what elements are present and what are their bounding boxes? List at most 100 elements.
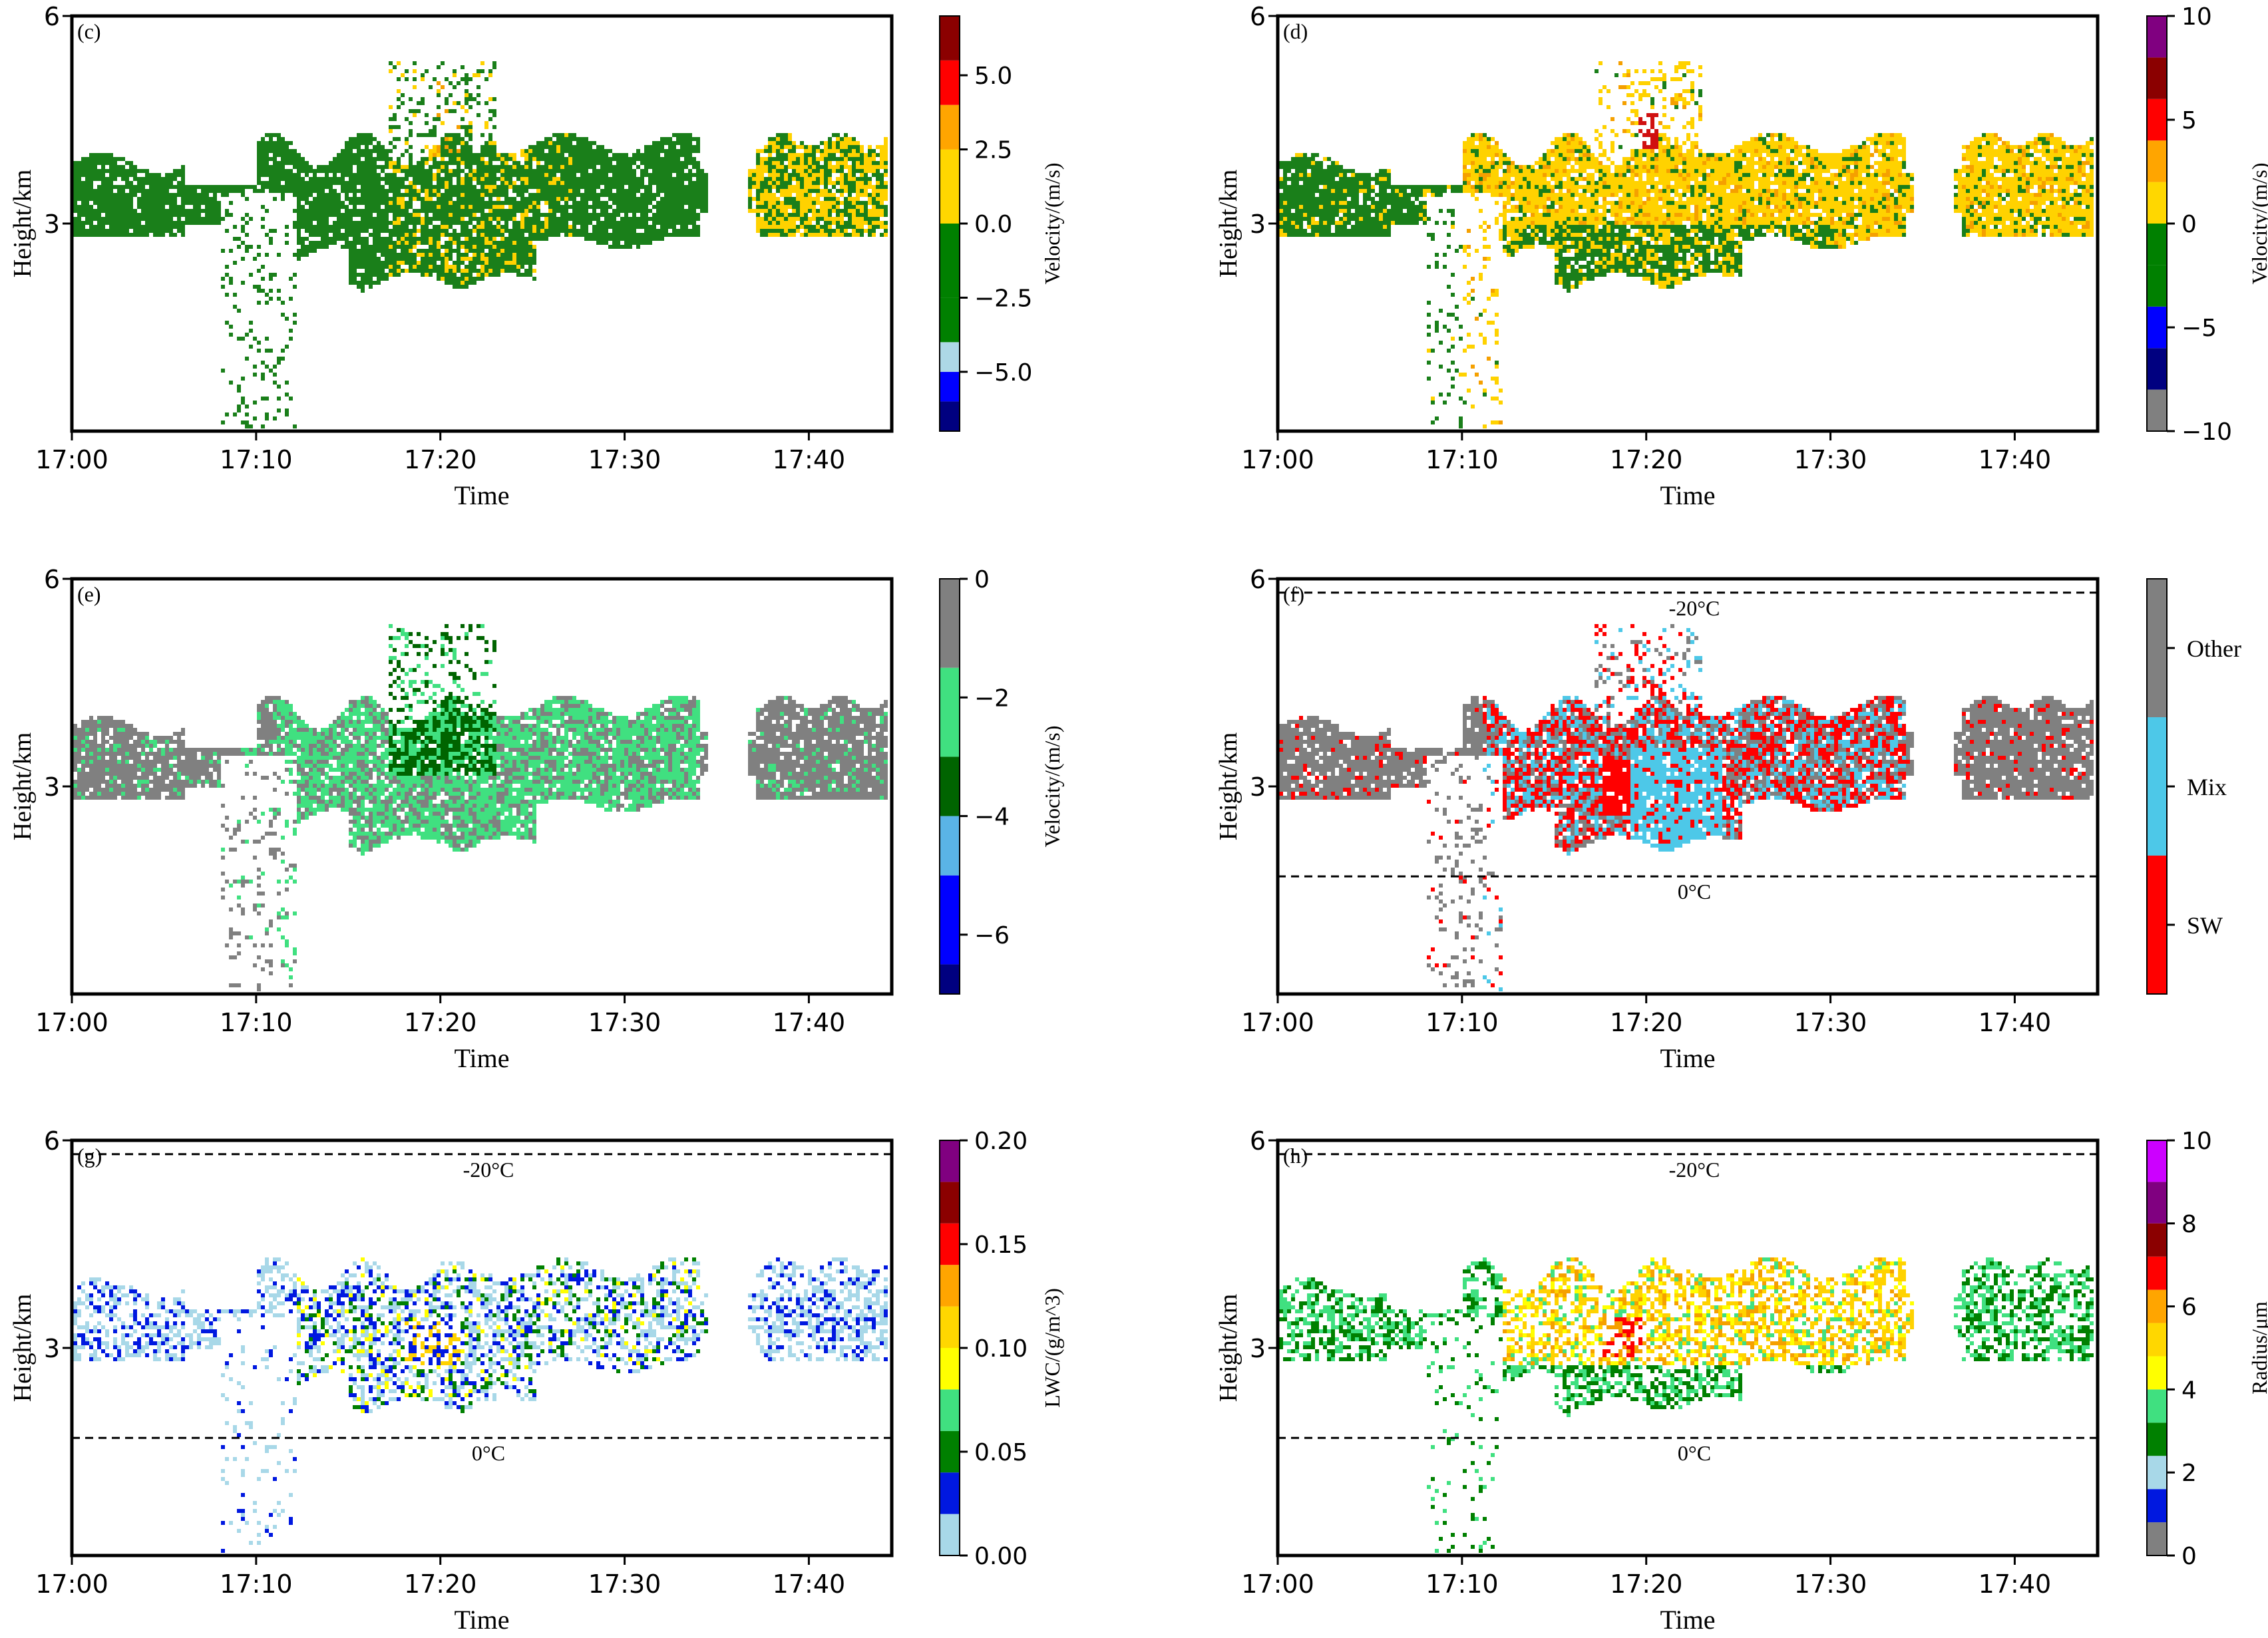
colorbar-tick-label: 5 bbox=[2181, 107, 2197, 134]
x-tick-label: 17:00 bbox=[35, 1569, 108, 1599]
colorbar-segment bbox=[940, 149, 960, 224]
colorbar: −5.0 −2.5 0.0 2.5 5.0 Velocity/(m/s) bbox=[939, 15, 1064, 432]
colorbar-tick-label: 0 bbox=[2181, 211, 2197, 238]
x-tick-label: 17:10 bbox=[1425, 1008, 1499, 1037]
colorbar-frame bbox=[939, 578, 960, 995]
colorbar: SW Mix Other bbox=[2146, 578, 2241, 995]
y-tick-label: 3 bbox=[44, 1334, 60, 1363]
colorbar-segment bbox=[940, 342, 960, 372]
panel-e: (e) 17:00 17:10 17:20 17:30 17:40 Time 3 6 Height… bbox=[9, 565, 1064, 1073]
colorbar-tick-label: 5.0 bbox=[974, 63, 1012, 90]
colorbar-segment bbox=[940, 1265, 960, 1307]
isotherm-label: 0°C bbox=[1678, 880, 1711, 903]
colorbar-segment bbox=[2147, 1522, 2167, 1556]
x-tick-label: 17:40 bbox=[1979, 445, 2052, 474]
colorbar-segment bbox=[940, 875, 960, 965]
x-tick-label: 17:30 bbox=[588, 1569, 662, 1599]
colorbar-tick-label: −5.0 bbox=[974, 359, 1032, 387]
y-axis-label: Height/km bbox=[1215, 733, 1242, 841]
panel-c: (c) 17:00 17:10 17:20 17:30 17:40 Time 3 6 Height… bbox=[9, 2, 1064, 510]
colorbar-frame bbox=[2146, 578, 2168, 995]
colorbar-segment bbox=[2147, 1422, 2167, 1456]
x-axis-label: Time bbox=[454, 1605, 509, 1635]
colorbar-tick-label: 2.5 bbox=[974, 137, 1012, 164]
colorbar-segment bbox=[940, 16, 960, 61]
colorbar-segment bbox=[2147, 306, 2167, 349]
x-tick-label: 17:20 bbox=[1610, 1569, 1683, 1599]
x-tick-label: 17:10 bbox=[1425, 1569, 1499, 1599]
isotherm-label: 0°C bbox=[472, 1441, 505, 1465]
x-tick-label: 17:30 bbox=[1794, 1569, 1867, 1599]
panel-label: (g) bbox=[77, 1144, 102, 1168]
colorbar-tick-label: −5 bbox=[2181, 315, 2217, 342]
colorbar-tick-label: 10 bbox=[2181, 1128, 2212, 1155]
colorbar-tick-label: 0.20 bbox=[974, 1128, 1028, 1155]
colorbar-segment bbox=[940, 1389, 960, 1431]
colorbar-segment bbox=[940, 816, 960, 876]
colorbar-segment bbox=[2147, 1456, 2167, 1490]
colorbar-tick-label: 2 bbox=[2181, 1460, 2197, 1487]
x-tick-label: 17:00 bbox=[1241, 445, 1314, 474]
x-tick-label: 17:00 bbox=[1241, 1569, 1314, 1599]
colorbar-segment bbox=[2147, 1140, 2167, 1182]
colorbar-tick-label: 6 bbox=[2181, 1294, 2197, 1321]
colorbar-segment bbox=[2147, 1389, 2167, 1423]
colorbar: 0 2 4 6 8 10 Radius/μm bbox=[2146, 1128, 2268, 1570]
colorbar-segment bbox=[940, 1472, 960, 1514]
colorbar-frame bbox=[939, 15, 960, 432]
colorbar-tick-label: −2 bbox=[974, 685, 1010, 712]
panel-h: -20°C 0°C (h) 17:00 17:10 17:20 17:30 17:40 Time… bbox=[1215, 1126, 2268, 1635]
x-tick-label: 17:40 bbox=[1979, 1008, 2052, 1037]
colorbar-segment bbox=[940, 297, 960, 343]
colorbar-segment bbox=[2147, 717, 2167, 856]
colorbar-tick-label: −2.5 bbox=[974, 285, 1032, 312]
colorbar-segment bbox=[940, 60, 960, 105]
colorbar-segment bbox=[2147, 348, 2167, 390]
isotherm-label: -20°C bbox=[463, 1158, 514, 1182]
x-axis-label: Time bbox=[454, 480, 509, 510]
data-field bbox=[73, 624, 888, 991]
colorbar-tick-label: −4 bbox=[974, 804, 1010, 831]
colorbar-segment bbox=[940, 224, 960, 298]
y-axis-label: Height/km bbox=[9, 170, 37, 278]
y-tick-label: 6 bbox=[1250, 1126, 1266, 1156]
colorbar-segment bbox=[940, 1514, 960, 1556]
panel-label: (h) bbox=[1283, 1144, 1308, 1168]
colorbar-tick-label: 0.00 bbox=[974, 1543, 1028, 1570]
y-tick-label: 3 bbox=[1250, 210, 1266, 239]
colorbar-segment bbox=[2147, 579, 2167, 717]
colorbar-segment bbox=[2147, 1223, 2167, 1257]
isotherm-label: -20°C bbox=[1669, 1158, 1720, 1182]
panel-f: -20°C 0°C (f) 17:00 17:10 17:20 17:30 17:40 Time… bbox=[1215, 565, 2241, 1073]
colorbar-category-label: Mix bbox=[2187, 774, 2227, 800]
colorbar-segment bbox=[2147, 224, 2167, 265]
colorbar-category-label: Other bbox=[2187, 635, 2241, 662]
colorbar-segment bbox=[2147, 182, 2167, 224]
colorbar-segment bbox=[2147, 1256, 2167, 1290]
colorbar-segment bbox=[940, 371, 960, 402]
y-tick-label: 3 bbox=[44, 772, 60, 802]
x-tick-label: 17:40 bbox=[773, 1569, 846, 1599]
x-tick-label: 17:10 bbox=[220, 445, 293, 474]
colorbar-frame bbox=[2146, 1140, 2168, 1556]
x-axis-label: Time bbox=[1660, 1043, 1715, 1073]
data-field bbox=[1279, 624, 2094, 991]
x-axis-label: Time bbox=[454, 1043, 509, 1073]
colorbar-frame bbox=[2146, 15, 2168, 432]
y-tick-label: 3 bbox=[1250, 1334, 1266, 1363]
colorbar-segment bbox=[940, 1348, 960, 1390]
x-axis-label: Time bbox=[1660, 480, 1715, 510]
colorbar-segment bbox=[940, 104, 960, 150]
colorbar-segment bbox=[2147, 1323, 2167, 1357]
x-tick-label: 17:30 bbox=[588, 445, 662, 474]
colorbar-segment bbox=[2147, 1289, 2167, 1323]
y-tick-label: 6 bbox=[1250, 565, 1266, 594]
colorbar-segment bbox=[940, 579, 960, 668]
colorbar-category-label: SW bbox=[2187, 912, 2223, 939]
x-tick-label: 17:10 bbox=[220, 1569, 293, 1599]
colorbar-segment bbox=[940, 1223, 960, 1265]
y-axis-label: Height/km bbox=[9, 1294, 37, 1402]
colorbar-tick-label: 0.05 bbox=[974, 1439, 1028, 1466]
colorbar-tick-label: −6 bbox=[974, 922, 1010, 949]
panel-label: (d) bbox=[1283, 19, 1308, 43]
